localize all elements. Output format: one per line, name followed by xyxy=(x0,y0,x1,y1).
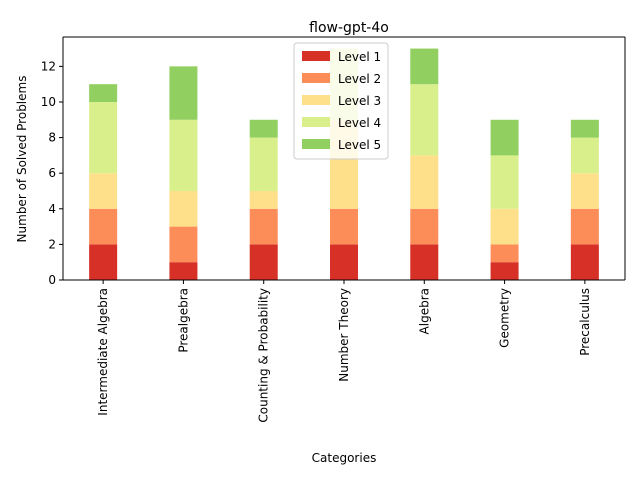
legend-swatch-3 xyxy=(302,95,330,105)
y-tick-label: 12 xyxy=(41,59,56,73)
bar-segment-4-1 xyxy=(89,101,118,174)
x-tick-label: Precalculus xyxy=(578,288,592,356)
bar-segment-5-2 xyxy=(169,66,198,120)
x-axis-label: Categories xyxy=(312,451,377,465)
y-tick-label: 6 xyxy=(48,166,56,180)
legend-swatch-1 xyxy=(302,51,330,61)
bar-segment-2-2 xyxy=(169,226,198,263)
legend-label-5: Level 5 xyxy=(338,138,381,152)
bar-segment-1-1 xyxy=(89,244,118,280)
bar-segment-2-4 xyxy=(330,208,358,245)
legend: Level 1 Level 2 Level 3 Level 4 Level 5 xyxy=(293,42,389,160)
y-tick-label: 0 xyxy=(48,273,56,287)
y-tick-label: 10 xyxy=(41,95,56,109)
bar-segment-4-2 xyxy=(169,119,198,191)
bar-segment-3-3 xyxy=(249,190,278,209)
legend-swatch-4 xyxy=(302,117,330,127)
y-axis-label: Number of Solved Problems xyxy=(15,76,29,243)
bar-segment-2-7 xyxy=(570,208,599,245)
y-tick-label: 8 xyxy=(48,131,56,145)
bar-segment-2-1 xyxy=(89,208,118,245)
ticks-layer: 0 2 4 6 8 10 12 Intermediate Algebra Prealgebra C… xyxy=(41,59,592,422)
bar-segment-1-4 xyxy=(330,244,358,280)
bar-segment-4-7 xyxy=(570,137,599,174)
bar-segment-1-7 xyxy=(570,244,599,280)
legend-label-2: Level 2 xyxy=(338,72,381,86)
legend-label-1: Level 1 xyxy=(338,50,381,64)
chart-title: flow-gpt-4o xyxy=(309,20,389,36)
bar-segment-2-6 xyxy=(490,244,519,263)
bar-segment-5-6 xyxy=(490,119,519,156)
bar-segment-3-7 xyxy=(570,173,599,209)
bar-segment-5-5 xyxy=(410,48,439,85)
bar-segment-4-6 xyxy=(490,155,519,209)
bar-segment-3-6 xyxy=(490,208,519,245)
x-tick-label: Algebra xyxy=(417,288,431,334)
bar-segment-1-6 xyxy=(490,262,519,280)
bar-segment-1-5 xyxy=(410,244,439,280)
bar-segment-5-7 xyxy=(570,119,599,138)
x-tick-label: Prealgebra xyxy=(176,288,190,353)
y-tick-label: 4 xyxy=(48,202,56,216)
legend-label-3: Level 3 xyxy=(338,94,381,108)
bar-segment-5-3 xyxy=(249,119,278,138)
x-tick-label: Geometry xyxy=(498,288,512,348)
bar-segment-2-5 xyxy=(410,208,439,245)
bar-segment-4-3 xyxy=(249,137,278,191)
x-tick-label: Intermediate Algebra xyxy=(96,288,110,416)
bar-segment-3-5 xyxy=(410,155,439,209)
bar-segment-1-3 xyxy=(249,244,278,280)
legend-swatch-5 xyxy=(302,139,330,149)
bar-segment-3-1 xyxy=(89,173,118,209)
y-tick-label: 2 xyxy=(48,237,56,251)
bar-segment-5-1 xyxy=(89,84,118,102)
axes-layer xyxy=(62,36,626,281)
bar-segment-3-2 xyxy=(169,190,198,227)
x-tick-label: Number Theory xyxy=(337,288,351,382)
bar-segment-1-2 xyxy=(169,262,198,280)
bar-segment-2-3 xyxy=(249,208,278,245)
bars-layer xyxy=(89,48,599,280)
bar-segment-4-5 xyxy=(410,84,439,156)
legend-box xyxy=(293,42,389,160)
legend-swatch-2 xyxy=(302,73,330,83)
legend-label-4: Level 4 xyxy=(338,116,381,130)
x-tick-label: Counting & Probability xyxy=(257,288,271,423)
